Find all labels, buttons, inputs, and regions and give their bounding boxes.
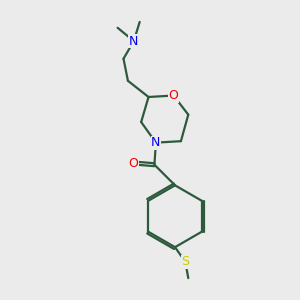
Text: O: O: [169, 89, 178, 102]
Text: O: O: [128, 157, 138, 170]
Text: N: N: [151, 136, 160, 149]
Text: N: N: [129, 34, 139, 48]
Text: S: S: [181, 255, 189, 268]
